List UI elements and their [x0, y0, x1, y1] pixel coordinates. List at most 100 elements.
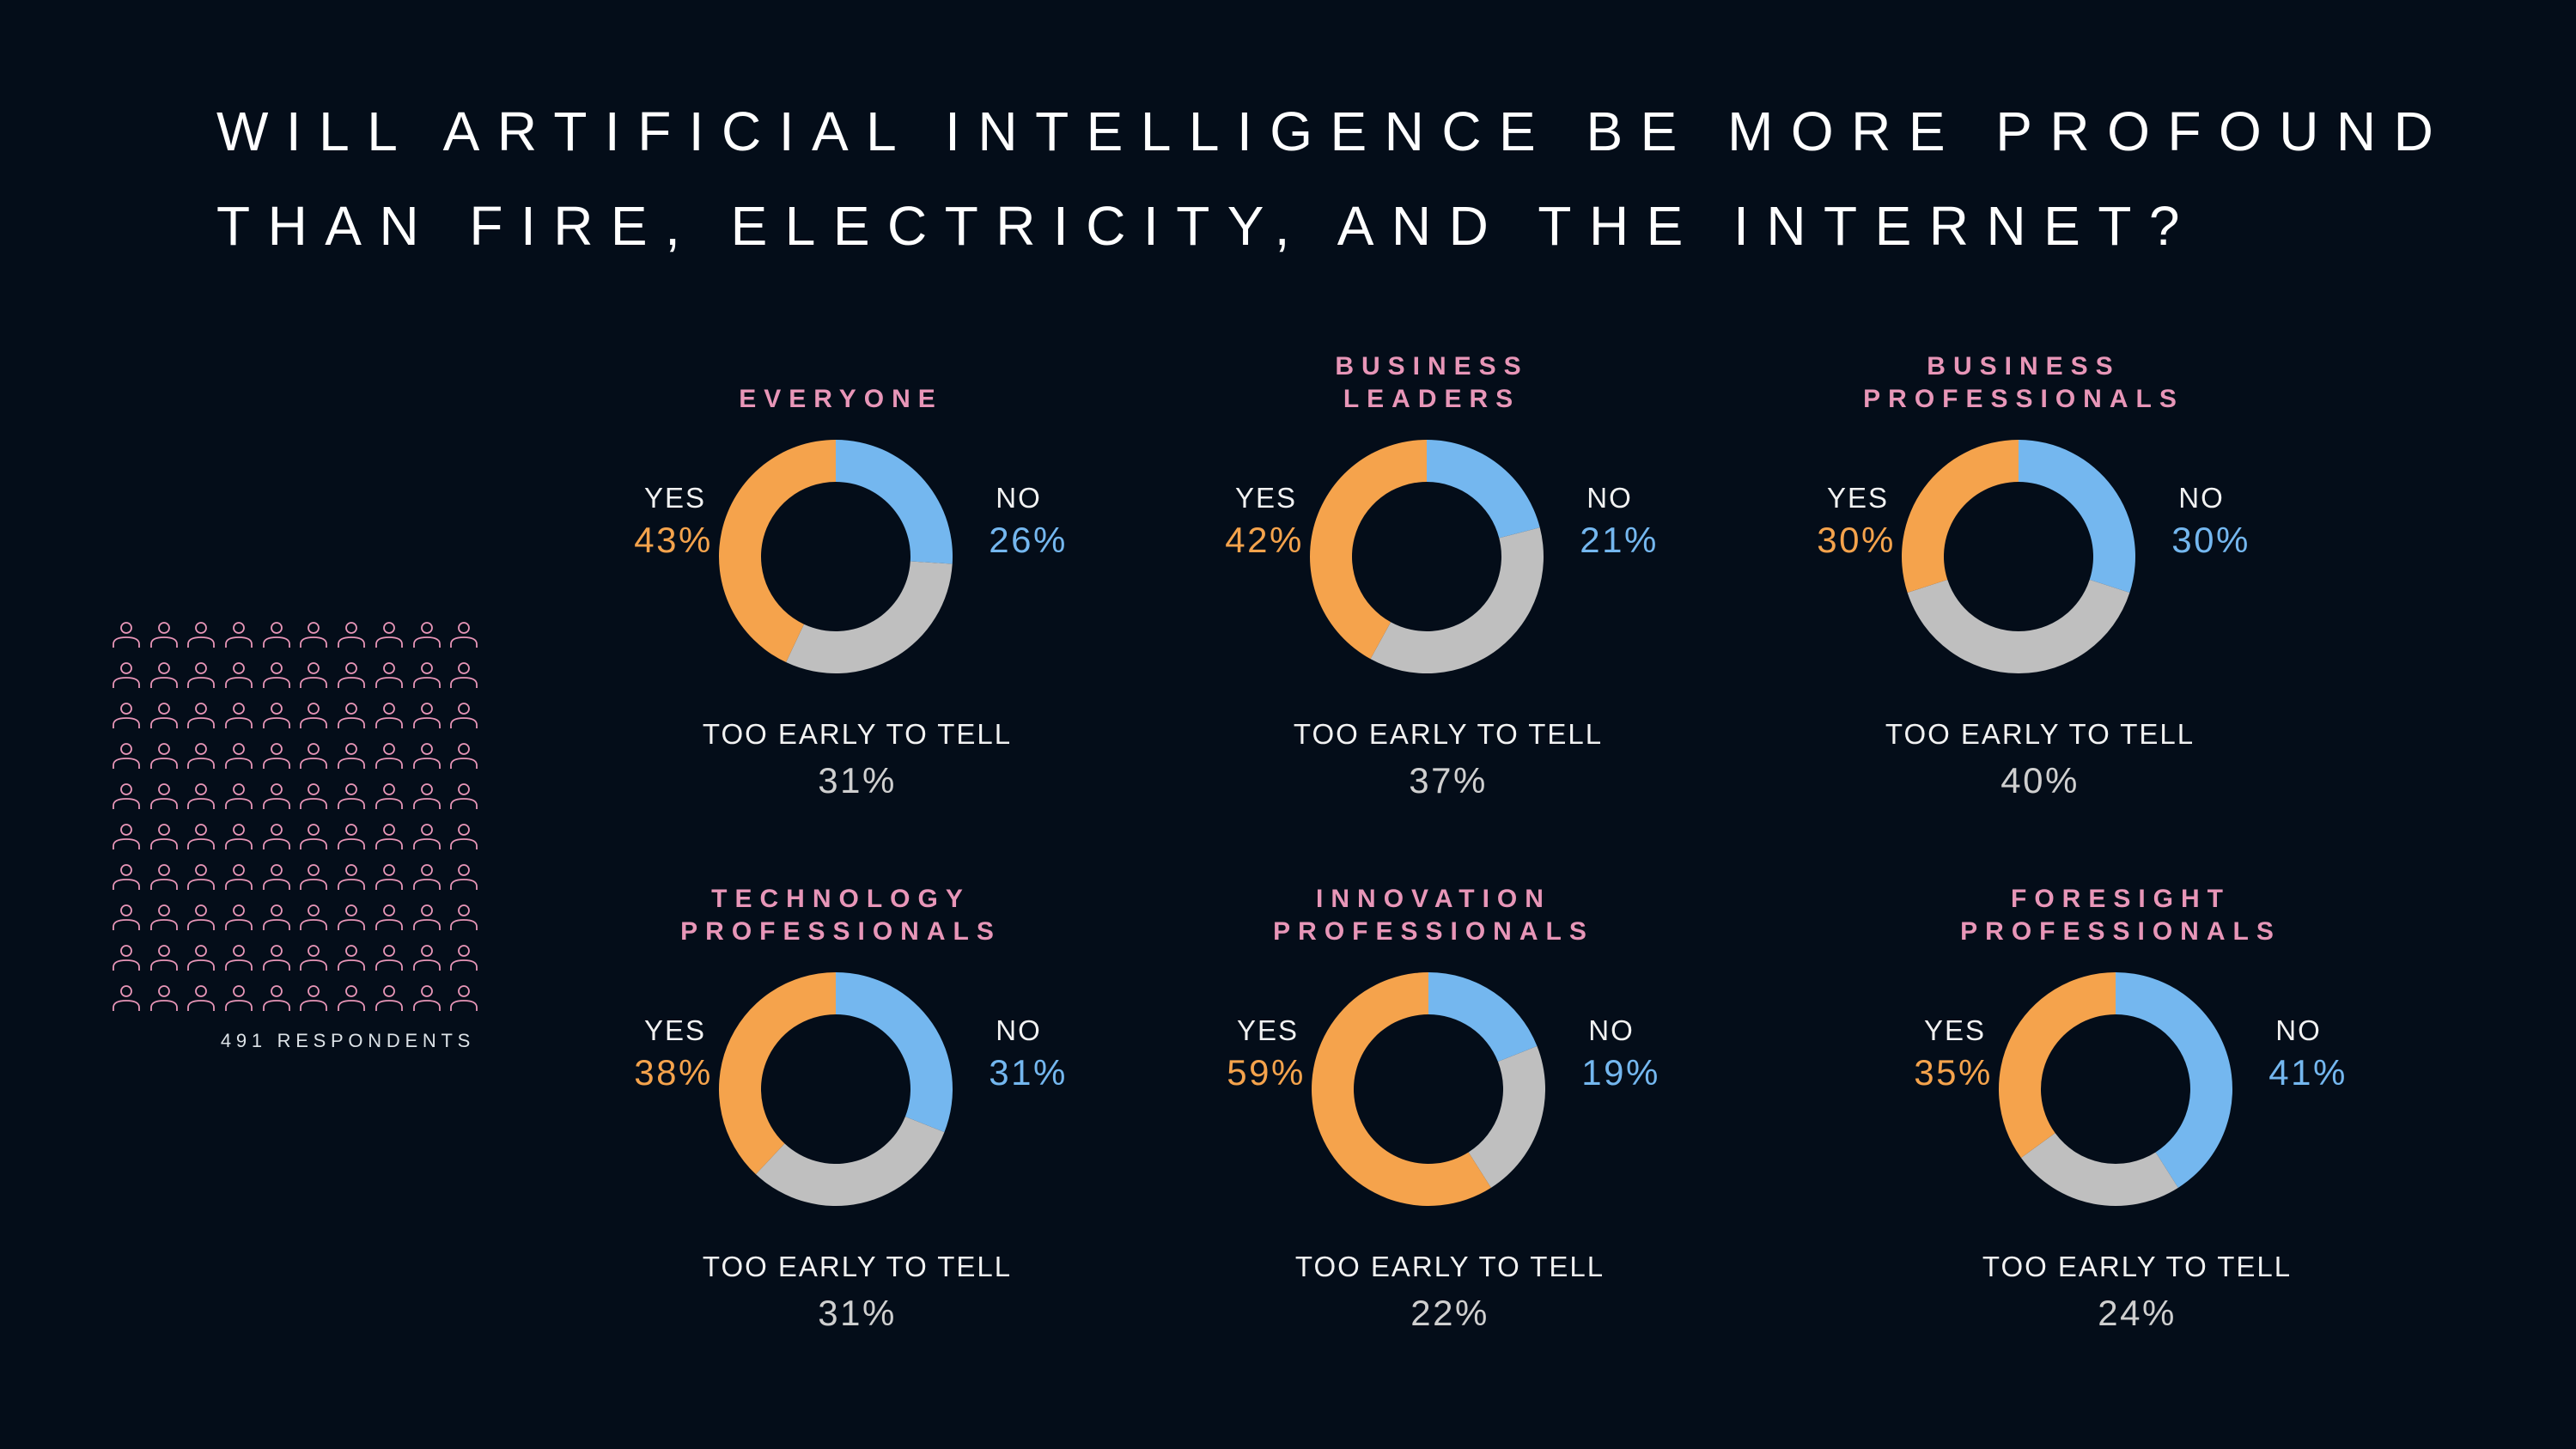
person-icon — [149, 620, 187, 661]
person-icon — [337, 903, 375, 943]
too-early-value: 31% — [818, 1293, 897, 1333]
person-icon — [262, 782, 300, 822]
person-icon — [224, 620, 262, 661]
person-icon — [112, 661, 149, 701]
person-icon — [449, 782, 487, 822]
person-icon — [149, 661, 187, 701]
person-icon — [299, 782, 337, 822]
no-slice — [2019, 440, 2135, 594]
person-icon — [149, 903, 187, 943]
person-icon — [449, 822, 487, 862]
person-icon — [262, 943, 300, 983]
too-early-label: TOO EARLY TO TELL — [1293, 718, 1604, 750]
person-icon — [186, 862, 224, 903]
person-icon — [112, 983, 149, 1024]
chart-title: TECHNOLOGY PROFESSIONALS — [680, 883, 1002, 948]
too-early-value: 40% — [2001, 760, 2080, 801]
person-icon — [337, 741, 375, 782]
yes-slice — [719, 972, 836, 1175]
person-icon — [337, 943, 375, 983]
person-icon — [299, 822, 337, 862]
person-icon — [449, 862, 487, 903]
person-icon — [262, 701, 300, 741]
too-early-label: TOO EARLY TO TELL — [1294, 1251, 1605, 1282]
person-icon — [186, 741, 224, 782]
person-icon — [149, 822, 187, 862]
person-icon — [112, 701, 149, 741]
person-icon — [112, 741, 149, 782]
too-early-value: 24% — [2098, 1293, 2177, 1333]
too-early-slice — [2020, 1133, 2178, 1206]
donut — [1902, 440, 2135, 673]
person-icon — [299, 983, 337, 1024]
donut — [1999, 972, 2232, 1206]
person-icon — [149, 782, 187, 822]
person-icon — [262, 983, 300, 1024]
person-icon — [149, 701, 187, 741]
title-line-2: THAN FIRE, ELECTRICITY, AND THE INTERNET… — [216, 195, 2197, 257]
person-icon — [224, 701, 262, 741]
person-icon — [186, 701, 224, 741]
chart-title: BUSINESS LEADERS — [1335, 350, 1528, 416]
yes-slice — [1310, 440, 1427, 660]
person-icon — [149, 741, 187, 782]
no-label: NO — [1586, 482, 1633, 514]
person-icon — [449, 943, 487, 983]
chart-title-line: BUSINESS — [1335, 352, 1529, 381]
person-icon — [337, 661, 375, 701]
no-value: 41% — [2268, 1052, 2348, 1093]
person-icon — [449, 620, 487, 661]
person-icon — [412, 741, 450, 782]
person-icon — [149, 943, 187, 983]
person-icon — [375, 822, 412, 862]
person-icon — [224, 943, 262, 983]
person-icon — [112, 620, 149, 661]
person-icon — [299, 661, 337, 701]
person-icon — [412, 983, 450, 1024]
person-icon — [186, 822, 224, 862]
chart-title-line: PROFESSIONALS — [1863, 385, 2184, 413]
person-icon — [112, 943, 149, 983]
person-icon — [224, 862, 262, 903]
person-icon — [224, 822, 262, 862]
person-icon — [262, 741, 300, 782]
donut — [719, 972, 953, 1206]
person-icon — [449, 903, 487, 943]
no-slice — [836, 440, 953, 564]
person-icon — [262, 661, 300, 701]
person-icon — [337, 822, 375, 862]
person-icon — [262, 822, 300, 862]
person-icon — [112, 903, 149, 943]
no-value: 26% — [989, 520, 1068, 560]
no-slice — [2116, 972, 2232, 1188]
person-icon — [299, 943, 337, 983]
too-early-slice — [786, 561, 953, 673]
yes-slice — [1312, 972, 1491, 1206]
yes-value: 42% — [1225, 520, 1304, 560]
person-icon — [299, 741, 337, 782]
person-icon — [299, 620, 337, 661]
person-icon — [224, 741, 262, 782]
too-early-label: TOO EARLY TO TELL — [702, 1251, 1013, 1282]
person-icon — [186, 782, 224, 822]
chart-title: FORESIGHT PROFESSIONALS — [1960, 883, 2281, 948]
yes-value: 43% — [634, 520, 713, 560]
person-icon — [149, 862, 187, 903]
person-icon — [262, 862, 300, 903]
person-icon — [375, 741, 412, 782]
person-icon — [186, 661, 224, 701]
person-icon — [262, 903, 300, 943]
no-label: NO — [2178, 482, 2225, 514]
chart-title-line: PROFESSIONALS — [1273, 917, 1594, 946]
person-icon — [299, 701, 337, 741]
person-icon — [337, 701, 375, 741]
person-icon — [449, 701, 487, 741]
no-label: NO — [996, 482, 1042, 514]
no-label: NO — [2275, 1014, 2322, 1046]
person-icon — [186, 943, 224, 983]
chart-title-line: PROFESSIONALS — [680, 917, 1002, 946]
person-icon — [224, 782, 262, 822]
respondents-count: 491 RESPONDENTS — [220, 1030, 475, 1051]
person-icon — [224, 661, 262, 701]
person-icon — [412, 822, 450, 862]
